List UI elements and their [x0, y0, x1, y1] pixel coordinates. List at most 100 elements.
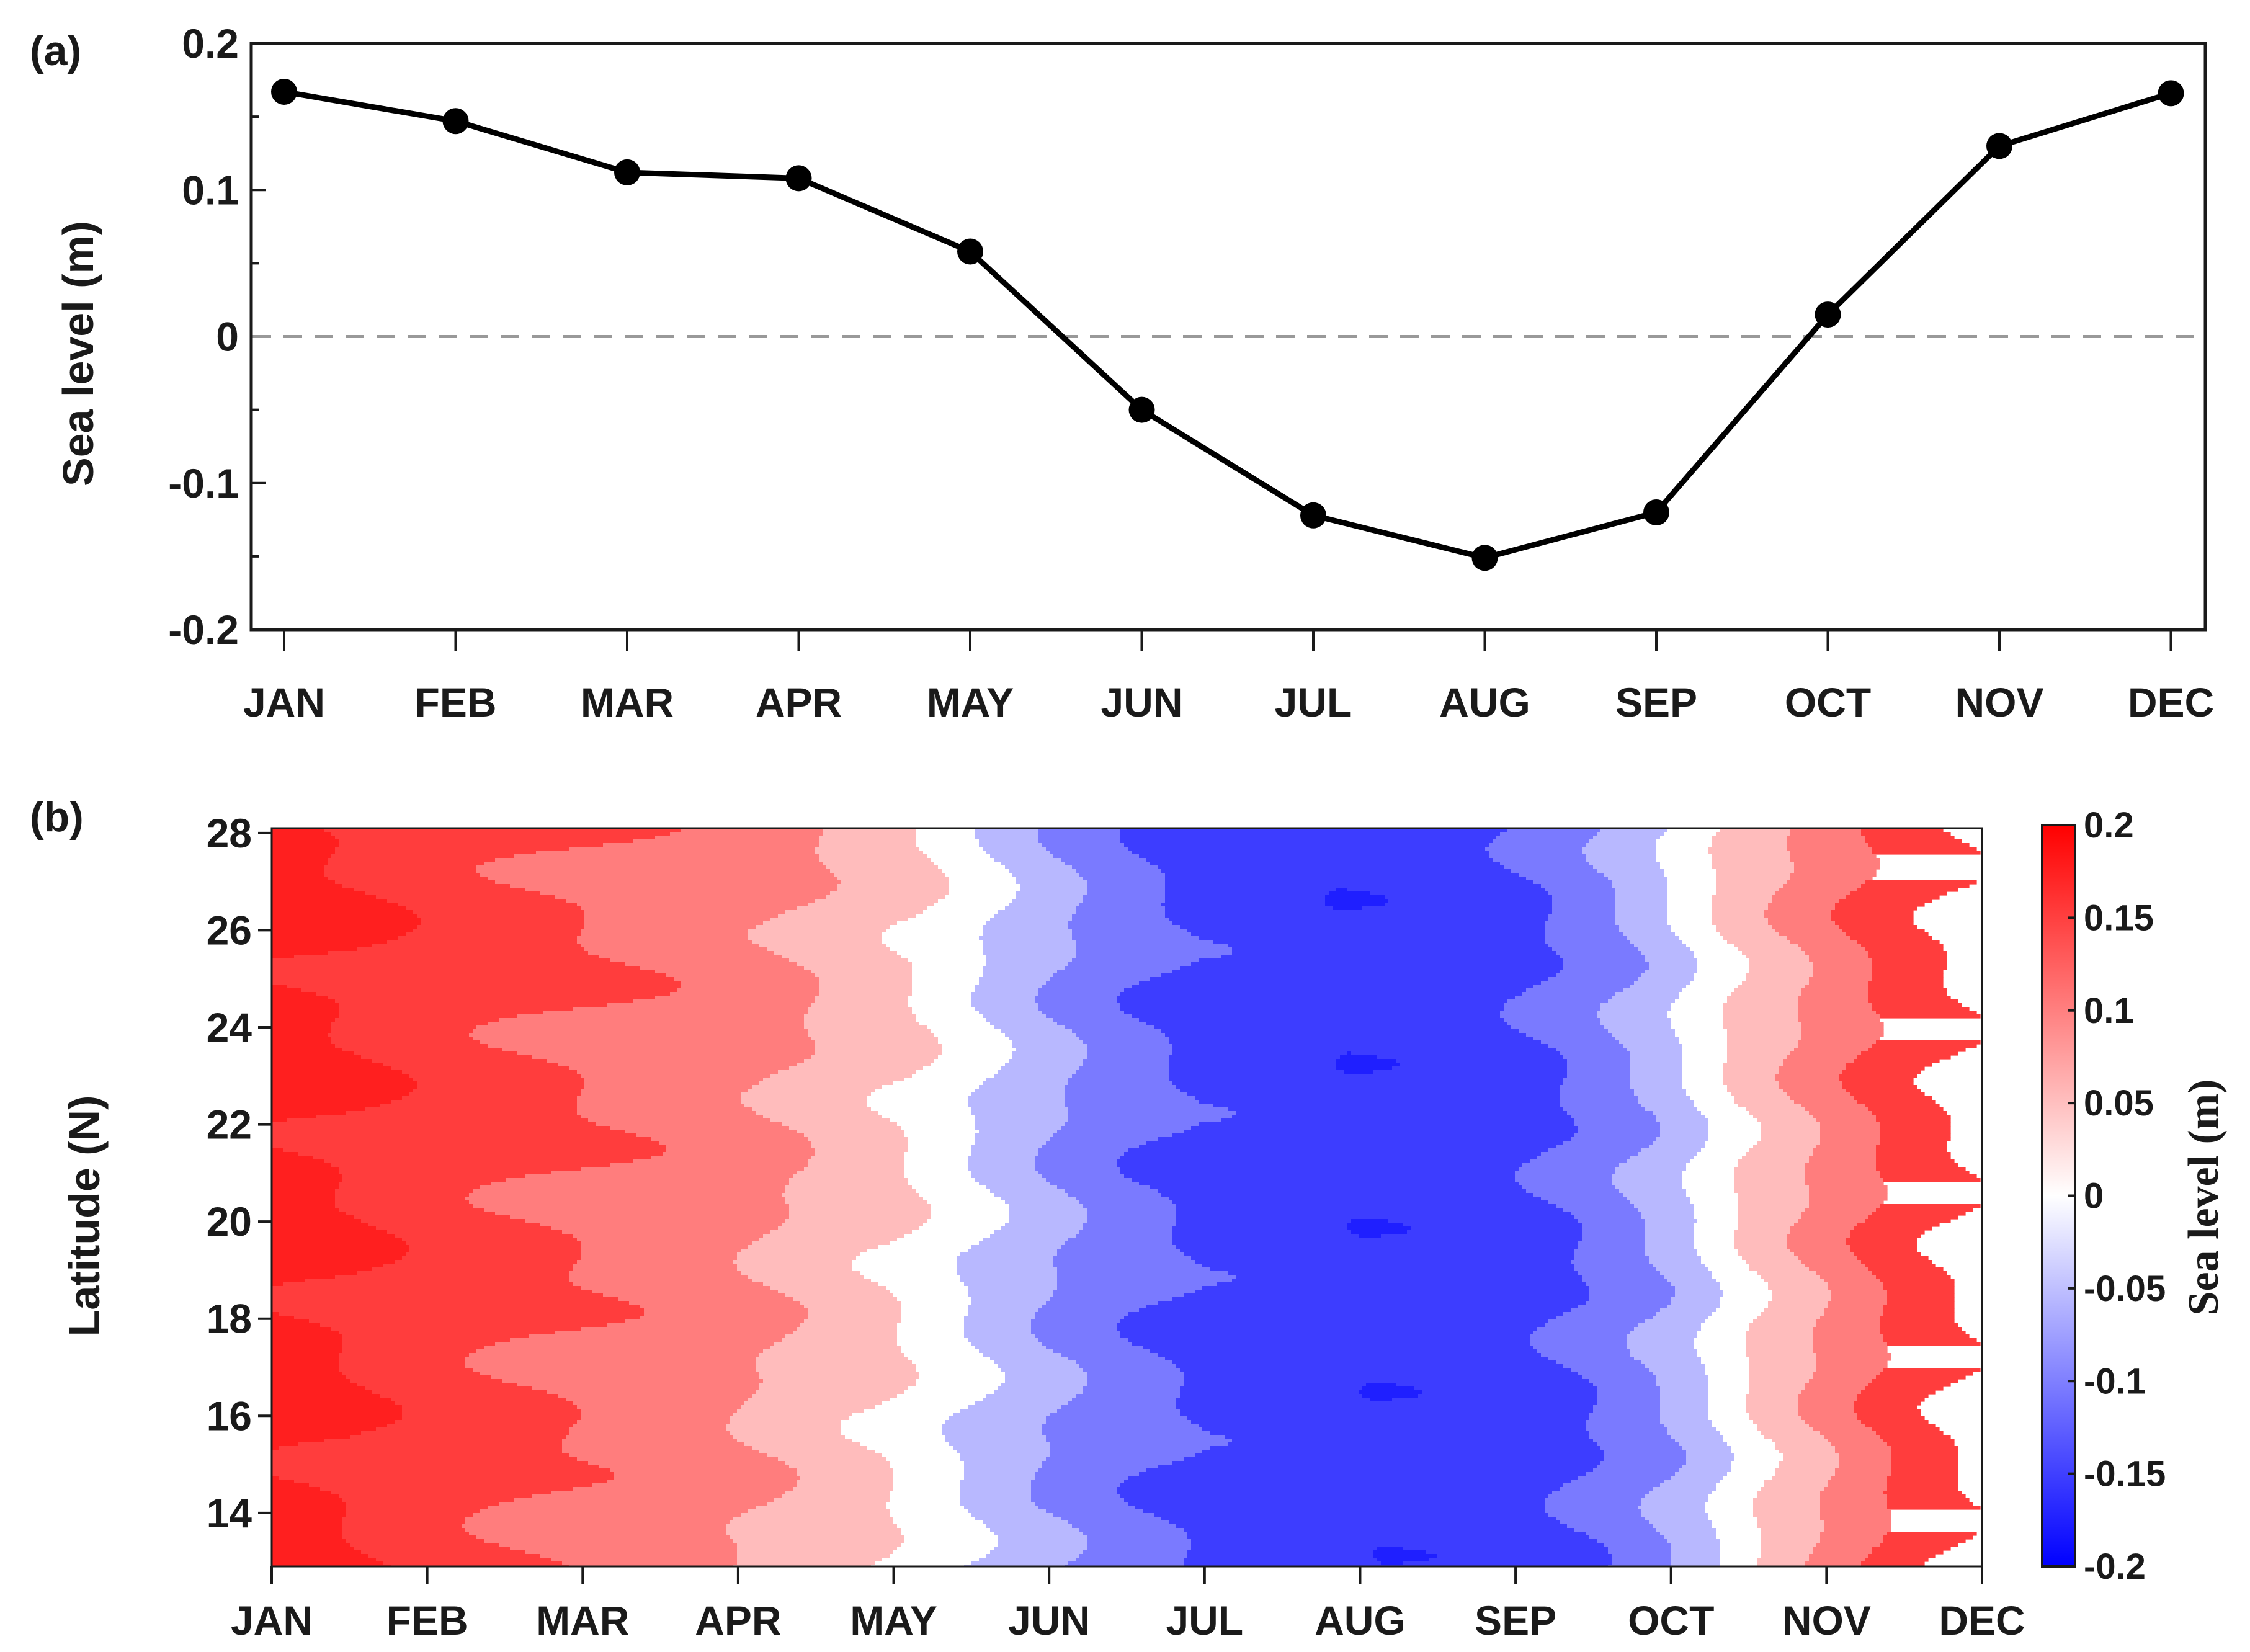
panel-b-contour-cell: [1656, 1375, 1709, 1380]
panel-b-contour-cell: [1801, 1025, 1884, 1030]
panel-b-contour-cell: [785, 1491, 890, 1495]
panel-b-contour-cell: [1846, 1063, 1932, 1067]
panel-b-contour-cell: [1184, 1375, 1583, 1380]
panel-b-contour-cell: [1794, 869, 1877, 873]
panel-b-contour-cell: [1694, 977, 1746, 981]
panel-b-contour-cell: [1560, 1096, 1638, 1101]
panel-b-contour-cell: [942, 1427, 1043, 1432]
panel-b-contour-cell: [1850, 1234, 1921, 1238]
panel-b-contour-cell: [1768, 1305, 1828, 1309]
panel-b-contour-cell: [774, 1498, 890, 1502]
panel-b-contour-cell: [893, 1468, 965, 1473]
panel-b-contour-cell: [272, 1487, 321, 1491]
panel-b-contour-cell: [1169, 1066, 1337, 1071]
panel-b-contour-cell: [1079, 1364, 1177, 1368]
panel-b-contour-cell: [737, 1264, 853, 1268]
panel-b-contour-cell: [1727, 1085, 1780, 1089]
panel-b-contour-cell: [1697, 1349, 1746, 1354]
panel-b-contour-cell: [1783, 884, 1862, 888]
panel-b-contour-cell: [1701, 1148, 1750, 1153]
panel-b-contour-cell: [1667, 1427, 1717, 1432]
panel-b-contour-cell: [1880, 1137, 1951, 1141]
panel-b-contour-cell: [875, 1450, 957, 1454]
panel-b-contour-cell: [1831, 1476, 1888, 1480]
panel-b-contour-cell: [785, 910, 924, 914]
panel-b-contour-cell: [1738, 985, 1806, 989]
panel-b-contour-cell: [960, 1487, 1032, 1491]
panel-b-contour-cell: [1519, 1167, 1616, 1171]
panel-b-contour-cell: [968, 1100, 1065, 1104]
panel-b-contour-cell: [1682, 1171, 1735, 1175]
panel-b-contour-cell: [1872, 970, 1944, 974]
panel-b-contour-cell: [1615, 992, 1679, 996]
panel-b-contour-cell: [1165, 877, 1527, 881]
panel-b-contour-cell: [1641, 1212, 1694, 1216]
panel-b-contour-cell: [1667, 1431, 1720, 1435]
panel-b-contour-cell: [1589, 1431, 1668, 1435]
panel-b-contour-cell: [815, 1048, 942, 1052]
panel-b-contour-cell: [1556, 1048, 1627, 1052]
panel-b-contour-cell: [1403, 1561, 1612, 1566]
panel-b-contour-cell: [1117, 1163, 1523, 1168]
panel-b-contour-cell: [566, 1398, 749, 1402]
panel-b-contour-cell: [1228, 1271, 1579, 1275]
panel-b-contour-cell: [1012, 1044, 1087, 1048]
panel-b-contour-cell: [1738, 1104, 1802, 1108]
panel-b-contour-cell: [287, 1118, 589, 1123]
panel-b-contour-cell: [927, 1200, 1006, 1205]
panel-b-contour-cell: [945, 1439, 1047, 1443]
panel-b-contour-cell: [1653, 1111, 1702, 1115]
panel-b-contour-cell: [469, 1200, 786, 1205]
panel-b-contour-cell: [1184, 1252, 1575, 1257]
panel-a-x-tick-label: DEC: [2128, 679, 2214, 725]
panel-b-contour-cell: [1757, 1316, 1821, 1320]
panel-b-contour-cell: [536, 851, 816, 855]
panel-b-contour-cell: [1563, 962, 1650, 967]
panel-b-contour-cell: [1641, 1498, 1709, 1502]
panel-b-contour-cell: [1076, 869, 1162, 873]
panel-b-contour-cell: [1816, 1368, 1884, 1372]
panel-b-contour-cell: [1682, 1185, 1735, 1190]
panel-b-contour-cell: [1612, 1558, 1672, 1562]
panel-b-contour-cell: [904, 1234, 991, 1238]
panel-b-contour-cell: [1720, 1480, 1765, 1484]
panel-b-contour-cell: [1526, 1189, 1620, 1194]
panel-b-contour-cell: [998, 1543, 1087, 1547]
panel-b-contour-cell: [1630, 985, 1687, 989]
panel-b-contour-cell: [960, 1252, 1058, 1257]
panel-b-contour-cell: [1876, 1167, 1966, 1171]
panel-b-contour-cell: [1734, 1185, 1810, 1190]
panel-b-contour-cell: [983, 1014, 1047, 1019]
panel-b-contour-cell: [1217, 1282, 1586, 1287]
panel-b-contour-cell: [793, 1174, 905, 1179]
panel-b-contour-cell: [272, 1405, 403, 1409]
panel-b-contour-cell: [778, 1290, 890, 1294]
panel-b-contour-cell: [957, 1271, 1058, 1275]
panel-b-contour-cell: [1560, 1520, 1650, 1525]
panel-b-contour-cell: [1046, 1178, 1132, 1182]
panel-b-contour-cell: [1675, 1439, 1724, 1443]
panel-b-contour-cell: [476, 1349, 764, 1354]
panel-b-contour-cell: [272, 1346, 343, 1350]
panel-b-contour-cell: [1865, 836, 1955, 840]
panel-b-contour-cell: [1005, 906, 1076, 911]
panel-b-contour-cell: [964, 1319, 1032, 1324]
panel-b-contour-cell: [912, 1360, 994, 1365]
panel-b-contour-cell: [949, 884, 1020, 888]
panel-b-contour-cell: [1749, 1264, 1806, 1268]
panel-b-contour-cell: [1772, 1439, 1828, 1443]
panel-b-contour-cell: [1839, 1074, 1917, 1078]
panel-b-contour-cell: [666, 973, 816, 978]
panel-b-contour-cell: [912, 973, 983, 978]
panel-b-contour-cell: [748, 1509, 890, 1514]
panel-b-contour-cell: [815, 973, 913, 978]
panel-b-contour-cell: [473, 1204, 790, 1208]
panel-a-label: (a): [30, 27, 81, 74]
panel-b-contour-cell: [1574, 1122, 1661, 1127]
panel-b-contour-cell: [852, 1439, 946, 1443]
panel-b-contour-cell: [1694, 1226, 1739, 1231]
panel-b-contour-cell: [1671, 1561, 1720, 1566]
panel-b-contour-cell: [1053, 1264, 1203, 1268]
panel-b-contour-cell: [890, 1498, 961, 1502]
panel-b-contour-cell: [1813, 1346, 1888, 1350]
